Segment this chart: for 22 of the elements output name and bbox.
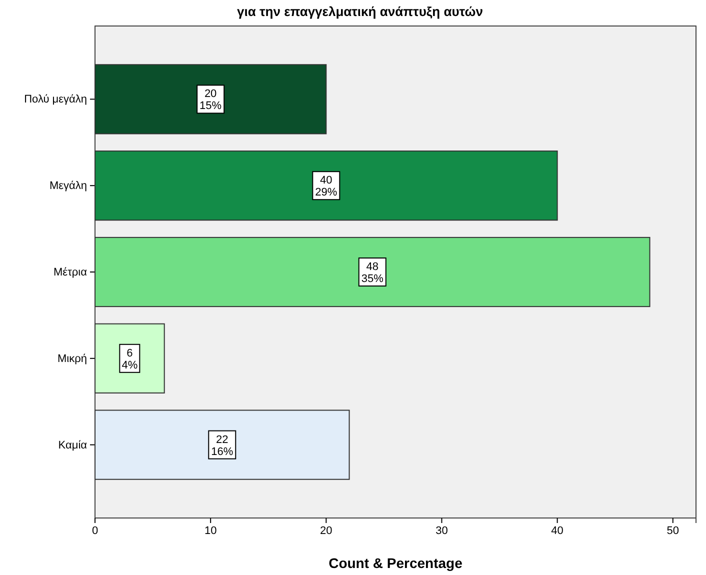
y-tick-label: Μεγάλη — [49, 180, 87, 192]
x-axis-title: Count & Percentage — [328, 555, 463, 571]
x-tick-label: 0 — [92, 524, 98, 537]
chart-title: για την επαγγελματική ανάπτυξη αυτών — [237, 4, 483, 19]
x-tick-label: 10 — [204, 524, 217, 537]
data-label: 40 29% — [315, 174, 338, 199]
x-tick-label: 30 — [436, 524, 448, 537]
data-label: 48 35% — [361, 261, 384, 285]
x-tick-label: 40 — [551, 524, 564, 537]
x-tick-label: 20 — [320, 524, 332, 537]
bar — [94, 236, 650, 308]
y-tick-label: Μικρή — [58, 352, 87, 365]
bar — [94, 410, 350, 480]
bar — [94, 64, 327, 134]
y-tick-label: Πολύ μεγάλη — [24, 94, 87, 106]
data-label: 6 4% — [122, 347, 138, 372]
x-tick-label: 50 — [666, 524, 680, 537]
data-label: 22 16% — [211, 434, 234, 458]
bar — [94, 150, 558, 221]
data-label: 20 15% — [200, 88, 222, 112]
y-tick-label: Μέτρια — [54, 266, 88, 279]
y-tick-label: Καμία — [58, 439, 88, 452]
